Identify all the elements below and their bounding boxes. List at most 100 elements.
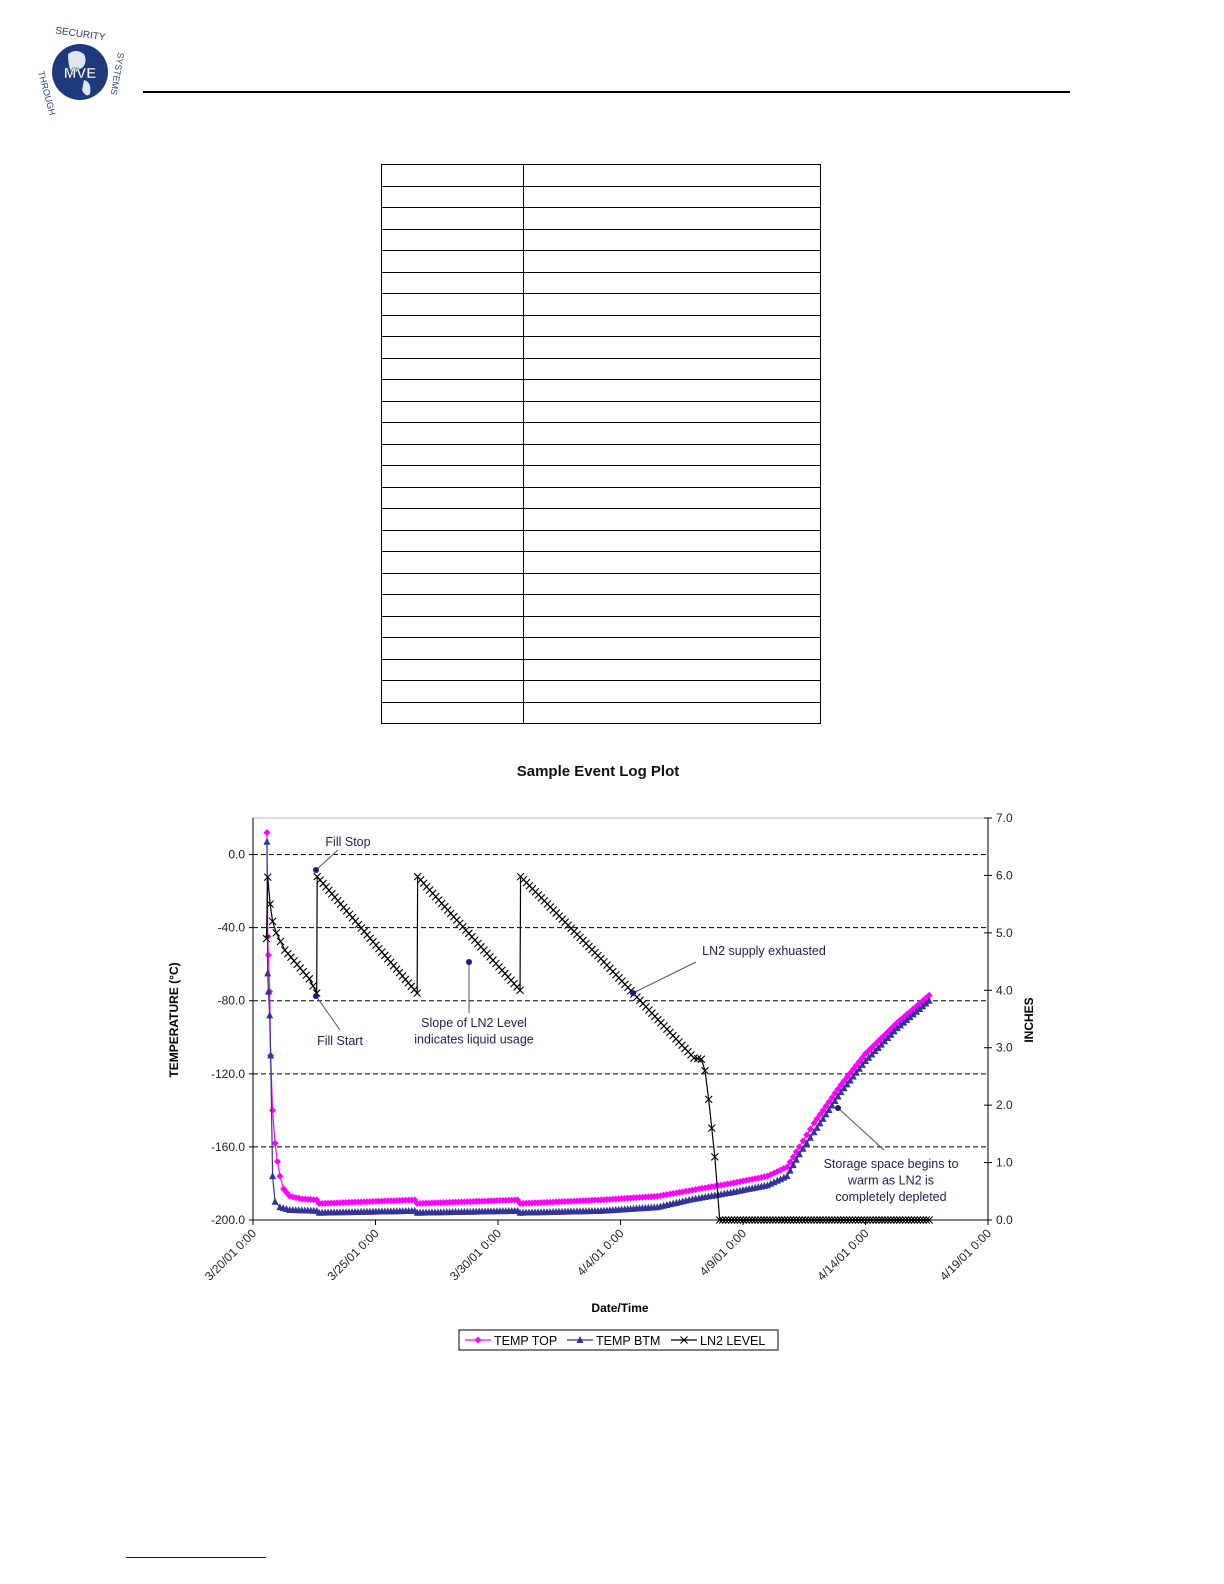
event-log-chart: 0.0 -40.0 -80.0 -120.0 -160.0 -200.0 0.0 1.0 2.0… [167,811,1036,1351]
legend [458,1329,779,1351]
ln2-level-point [901,1216,910,1224]
temp-btm-point [837,1088,845,1096]
ln2-level-point [701,1066,709,1075]
temp-top-point [813,1115,821,1123]
temp-btm-point [922,999,930,1007]
ln2-level-point [822,1216,830,1224]
ln2-level-point [268,917,277,926]
temp-btm-point [903,1015,911,1023]
temp-btm-point [840,1084,848,1092]
temp-btm-point [263,837,271,845]
ln2-level-point [760,1216,768,1224]
ln2-level-point [875,1216,883,1224]
temp-top-point [274,1158,281,1166]
temp-top-point [264,951,272,959]
y-tick-label: -200.0 [211,1213,245,1227]
temp-top-point [269,1106,277,1114]
ln2-level-point [892,1216,901,1224]
y-tick-label: -40.0 [218,921,246,935]
ln2-level-point [836,1216,845,1224]
x-tick-label: 3/25/01 0:00 [325,1226,382,1283]
ln2-level-point [913,1216,922,1224]
table-row [381,207,821,230]
temp-btm-point [843,1080,851,1088]
annotation-leader [315,849,339,871]
ln2-level-point [919,1216,928,1224]
temp-btm-point [900,1018,908,1026]
legend-label-temp-top: TEMP TOP [494,1334,557,1348]
annotation-text: warm as LN2 is [847,1174,934,1188]
temp-top-point [803,1131,811,1139]
temp-btm-point [786,1166,794,1174]
ln2-level-point [839,1216,848,1224]
table-row [381,680,821,703]
y2-tick-label: 4.0 [996,983,1013,997]
x-tick-label: 4/14/01 0:00 [815,1226,872,1283]
ln2-level-point [305,974,314,983]
ln2-level-point [413,989,422,998]
y2-tick-label: 2.0 [996,1098,1013,1112]
annotation-text: completely depleted [835,1190,946,1204]
temp-btm-point [266,1011,274,1019]
footnote-rule [126,1557,266,1558]
temp-top-point [825,1098,833,1106]
temp-btm-point [271,1197,279,1205]
temp-btm-point [789,1161,797,1169]
ln2-level-point [739,1216,748,1224]
ln2-level-point [863,1216,872,1224]
ln2-level-point [884,1216,892,1224]
temp-btm-point [803,1139,811,1147]
temp-btm-point [813,1123,821,1131]
ln2-level-point [768,1216,777,1224]
chart-title: Sample Event Log Plot [516,763,680,780]
ln2-level-point [795,1216,804,1224]
temp-btm-point [925,996,933,1004]
annotation-text: Slope of LN2 Level [421,1016,527,1030]
ln2-level-point [765,1216,774,1224]
temp-btm-point [269,1172,277,1180]
temp-top-point [799,1137,807,1145]
temp-btm-point [783,1172,791,1180]
ln2-level-point [789,1216,798,1224]
temp-top-point [810,1119,818,1127]
ln2-level-point [886,1216,895,1224]
temp-btm-point [916,1004,924,1012]
legend-marker-temp-top [474,1336,482,1344]
temp-btm-point [264,987,272,995]
ln2-level-point [710,1152,719,1161]
ln2-level-point [754,1216,762,1224]
ln2-level-point [718,1216,727,1224]
ln2-level-point [819,1216,827,1224]
x-tick-label: 4/19/01 0:00 [937,1226,994,1283]
temp-btm-point [855,1064,863,1072]
temp-btm-point [906,1013,914,1021]
legend-marker-temp-btm [576,1336,584,1343]
temp-top-point [828,1094,836,1102]
temp-top-point [806,1125,814,1133]
ln2-level-point [697,1055,706,1064]
y-tick-label: -80.0 [218,994,246,1008]
ln2-level-point [516,986,524,995]
ln2-level-point [774,1216,783,1224]
annotation-text: LN2 supply exhuasted [702,944,826,958]
y2-tick-label: 3.0 [996,1041,1013,1055]
ln2-level-point [786,1216,795,1224]
ln2-level-point [860,1216,869,1224]
table-row [381,379,821,402]
annotation-text: Fill Stop [325,835,370,849]
temp-btm-point [795,1150,803,1158]
temp-btm-point [893,1024,901,1032]
ln2-level-point [889,1216,898,1224]
ln2-level-point [783,1216,792,1224]
table-row [381,293,821,316]
y-tick-label: -120.0 [211,1067,245,1081]
y2-tick-label: 1.0 [996,1156,1013,1170]
ln2-level-point [742,1216,751,1224]
ln2-level-point [771,1216,780,1224]
temp-top-point [786,1158,794,1166]
ln2-level-point [881,1216,889,1224]
ln2-level-point [736,1216,745,1224]
ln2-level-point [830,1216,839,1224]
temp-btm-point [267,1051,275,1059]
